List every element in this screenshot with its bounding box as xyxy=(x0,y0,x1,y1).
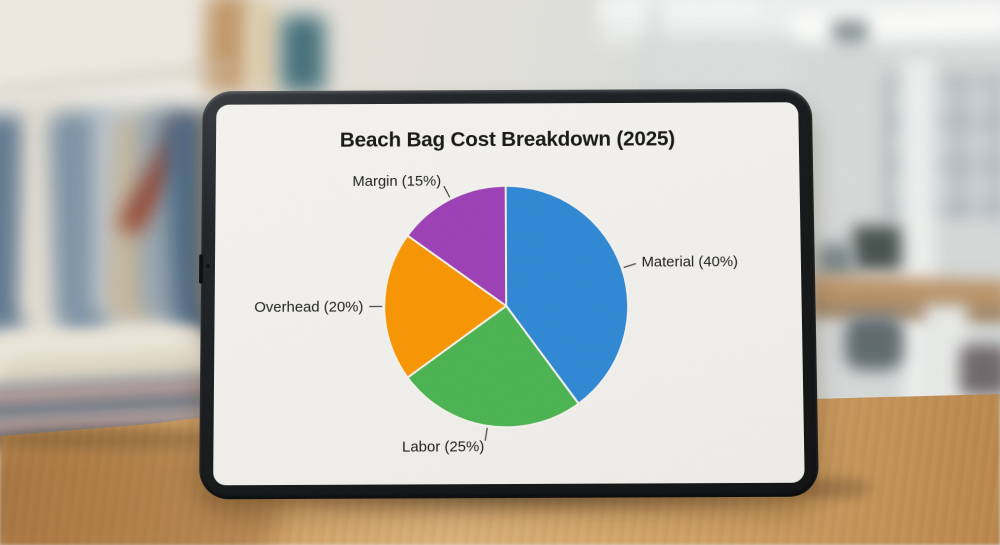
pie-chart: Material (40%) Labor (25%) Overhead (20%) M… xyxy=(254,174,738,456)
fabric-stack-shadow xyxy=(0,428,220,450)
ceiling-fixture xyxy=(832,20,868,44)
pie-label-labor: Labor (25%) xyxy=(402,439,484,455)
ceiling-light xyxy=(598,0,763,18)
pie-label-margin: Margin (15%) xyxy=(352,174,441,190)
front-camera-icon xyxy=(206,264,211,268)
desk-monitor xyxy=(818,244,854,278)
tablet-screen: Beach Bag Cost Breakdown (2025) Material… xyxy=(213,102,805,486)
pie-label-material: Material (40%) xyxy=(641,254,738,270)
tablet-device: Beach Bag Cost Breakdown (2025) Material… xyxy=(198,88,819,500)
office-chair xyxy=(845,316,903,370)
pie-leader-line-material xyxy=(624,264,636,268)
pie-leader-line-labor xyxy=(485,428,487,441)
volume-button xyxy=(198,254,204,284)
pie-label-overhead: Overhead (20%) xyxy=(254,300,363,316)
wall-panel xyxy=(640,40,795,96)
pie-leader-line-margin xyxy=(444,186,450,197)
shelf-item xyxy=(281,16,325,92)
shelf-item xyxy=(203,0,253,91)
cabinet xyxy=(960,345,1000,395)
shelf-item xyxy=(247,0,279,92)
desk-monitor xyxy=(853,226,901,270)
